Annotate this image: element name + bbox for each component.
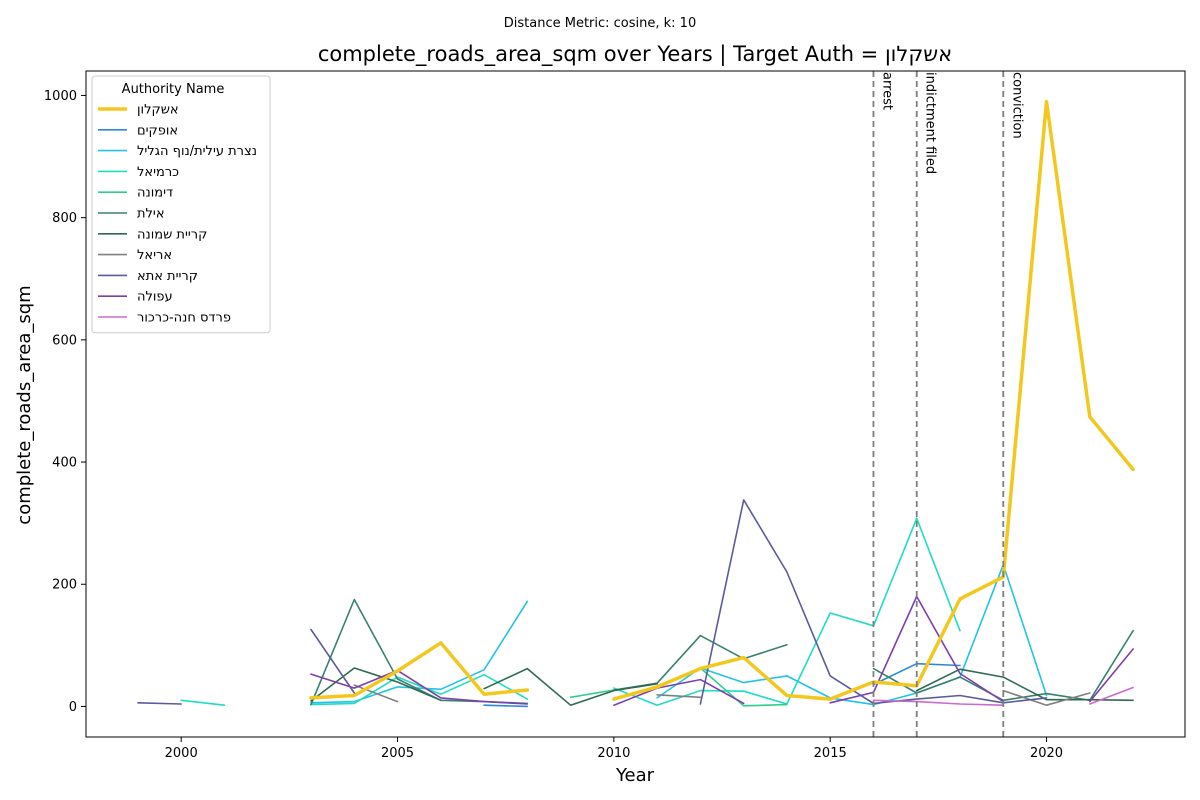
series-line-6-seg-0 xyxy=(310,667,442,702)
legend-entry-0: אשקלון xyxy=(137,103,179,118)
series-line-10-seg-1 xyxy=(1089,686,1134,705)
legend-entry-2: נצרת עילית/נוף הגליל xyxy=(137,144,257,159)
x-tick-label: 2010 xyxy=(597,746,630,761)
x-tick-label: 2020 xyxy=(1030,746,1063,761)
x-axis-label: Year xyxy=(615,765,655,786)
event-label-conviction: conviction xyxy=(1009,72,1024,139)
chart-suptitle: Distance Metric: cosine, k: 10 xyxy=(504,16,696,31)
y-tick-label: 200 xyxy=(52,578,77,593)
series-line-7-seg-2 xyxy=(1002,689,1091,707)
series-line-10-seg-0 xyxy=(872,699,1005,707)
legend-entry-9: עפולה xyxy=(137,290,173,305)
x-tick-label: 2015 xyxy=(814,746,847,761)
chart-title: complete_roads_area_sqm over Years | Tar… xyxy=(318,42,952,67)
series-line-4-seg-1 xyxy=(699,667,788,707)
y-tick-label: 800 xyxy=(52,211,77,226)
series-line-3-seg-1 xyxy=(310,673,529,706)
series-line-9-seg-3 xyxy=(1089,648,1134,703)
y-tick-label: 0 xyxy=(69,700,77,715)
series-line-8-seg-1 xyxy=(310,628,356,694)
event-label-indictment-filed: indictment filed xyxy=(923,72,938,174)
series-line-6-seg-1 xyxy=(483,667,658,707)
series-line-2-seg-0 xyxy=(310,600,529,704)
y-tick-label: 600 xyxy=(52,333,77,348)
x-tick-label: 2000 xyxy=(165,746,198,761)
series-line-8-seg-0 xyxy=(137,701,182,705)
series-line-7-seg-0 xyxy=(353,684,399,703)
event-label-arrest: arrest xyxy=(879,72,894,110)
series-line-1-seg-0 xyxy=(483,704,529,708)
y-tick-label: 1000 xyxy=(44,89,77,104)
legend-title: Authority Name xyxy=(122,82,225,97)
y-axis-label: complete_roads_area_sqm xyxy=(14,285,35,524)
y-tick-label: 400 xyxy=(52,456,77,471)
series-line-3-seg-0 xyxy=(180,699,226,707)
legend-entry-7: אריאל xyxy=(137,248,172,263)
series-line-7-seg-1 xyxy=(656,693,702,699)
series-line-9-seg-1 xyxy=(613,678,745,707)
axes-frame xyxy=(85,70,1186,738)
series-line-2-seg-1 xyxy=(656,563,1048,706)
x-tick-label: 2005 xyxy=(381,746,414,761)
legend-entry-6: קריית שמונה xyxy=(137,227,207,242)
series-line-4-seg-0 xyxy=(569,689,615,699)
series-line-0-seg-0 xyxy=(309,641,530,700)
legend-entry-4: דימונה xyxy=(137,186,173,201)
legend-entry-10: פרדס חנה-כרכור xyxy=(137,311,231,326)
legend-entry-1: אופקים xyxy=(137,123,178,138)
legend-entry-5: אילת xyxy=(137,207,165,222)
legend-entry-3: כרמיאל xyxy=(137,165,179,180)
legend-box xyxy=(91,75,271,334)
series-line-6-seg-2 xyxy=(915,668,1134,702)
legend: Authority Name אשקלון אופקים נצרת עילית/נוף… xyxy=(91,75,271,334)
series-line-9-seg-0 xyxy=(310,669,529,705)
legend-entry-8: קריית אתא xyxy=(137,269,198,284)
